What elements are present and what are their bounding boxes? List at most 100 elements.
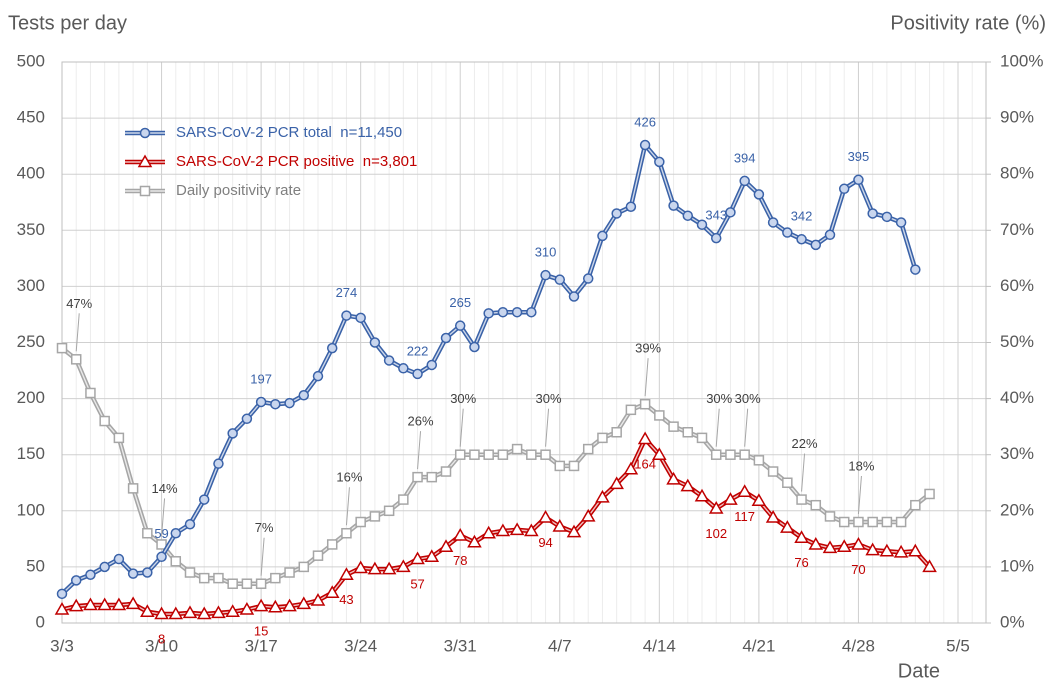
data-label: 7% <box>255 520 274 535</box>
point <box>355 312 366 324</box>
point <box>597 432 608 444</box>
legend-label: SARS-CoV-2 PCR positive n=3,801 <box>176 153 417 170</box>
point <box>867 208 878 219</box>
point <box>526 306 537 318</box>
point <box>751 493 767 506</box>
point <box>810 499 822 511</box>
label-leader <box>801 453 806 492</box>
series-line-inner <box>61 347 930 585</box>
point <box>637 431 653 445</box>
point <box>597 230 608 242</box>
point <box>184 519 196 530</box>
point <box>782 477 793 488</box>
data-label: 310 <box>535 245 557 260</box>
point <box>780 520 795 533</box>
point <box>509 522 525 536</box>
point <box>156 551 167 563</box>
point <box>125 596 141 610</box>
point <box>168 606 184 620</box>
point <box>438 539 454 552</box>
point <box>554 274 566 285</box>
y2-tick-label: 80% <box>1000 164 1034 183</box>
y-tick-label: 0 <box>36 612 45 631</box>
point <box>312 550 324 561</box>
data-label: 43 <box>339 592 353 607</box>
point <box>241 578 253 589</box>
y-tick-label: 500 <box>17 51 45 70</box>
point <box>910 264 921 275</box>
point <box>56 588 68 600</box>
x-tick-label: 3/10 <box>145 636 178 655</box>
point <box>253 598 269 612</box>
point <box>765 510 781 523</box>
point <box>767 217 779 228</box>
y2-tick-label: 50% <box>1000 332 1034 351</box>
point <box>70 575 82 586</box>
point <box>255 578 267 589</box>
point <box>142 527 153 539</box>
point <box>170 556 182 567</box>
point <box>582 443 594 455</box>
x-tick-label: 4/7 <box>548 636 572 655</box>
point <box>140 604 155 618</box>
point <box>284 567 295 578</box>
y-tick-label: 100 <box>17 500 45 519</box>
point <box>469 341 480 353</box>
point <box>440 466 452 477</box>
data-label: 343 <box>705 208 727 223</box>
point <box>639 398 651 410</box>
data-label: 117 <box>734 509 755 524</box>
point <box>922 559 937 573</box>
point <box>113 553 125 565</box>
point <box>853 516 864 528</box>
point <box>410 551 425 565</box>
point <box>838 516 850 528</box>
point <box>127 483 139 494</box>
y2-tick-label: 30% <box>1000 444 1034 463</box>
point <box>481 525 496 539</box>
point <box>296 596 312 610</box>
point <box>454 320 466 331</box>
point <box>353 560 368 574</box>
data-label: 39% <box>635 341 661 356</box>
point <box>851 536 866 550</box>
point <box>609 476 624 490</box>
point <box>213 572 224 584</box>
point <box>810 239 822 251</box>
point <box>668 421 679 432</box>
point <box>668 200 679 211</box>
point <box>312 370 324 382</box>
point <box>595 489 610 503</box>
point <box>483 308 494 319</box>
point <box>739 449 750 460</box>
y2-tick-label: 70% <box>1000 220 1034 239</box>
point <box>99 415 110 427</box>
point <box>794 530 809 543</box>
point <box>211 605 226 619</box>
y2-tick-label: 40% <box>1000 388 1034 407</box>
point <box>824 229 836 241</box>
point <box>467 534 482 548</box>
point <box>369 337 381 348</box>
data-label: 30% <box>536 391 562 406</box>
point <box>383 355 395 366</box>
point <box>355 516 366 528</box>
legend-marker <box>139 185 151 197</box>
point <box>881 516 893 528</box>
point <box>524 523 539 537</box>
y2-tick-label: 90% <box>1000 108 1034 127</box>
point <box>68 598 84 612</box>
label-leader <box>715 408 720 447</box>
data-label: 426 <box>634 114 656 129</box>
point <box>908 543 923 557</box>
point <box>822 540 838 554</box>
data-label: 47% <box>66 296 92 311</box>
point <box>398 494 409 505</box>
point <box>469 449 480 460</box>
point <box>241 413 253 425</box>
legend-marker <box>137 154 153 168</box>
data-label: 30% <box>706 391 732 406</box>
label-leader <box>545 408 550 447</box>
point <box>639 139 651 151</box>
point <box>85 569 96 581</box>
